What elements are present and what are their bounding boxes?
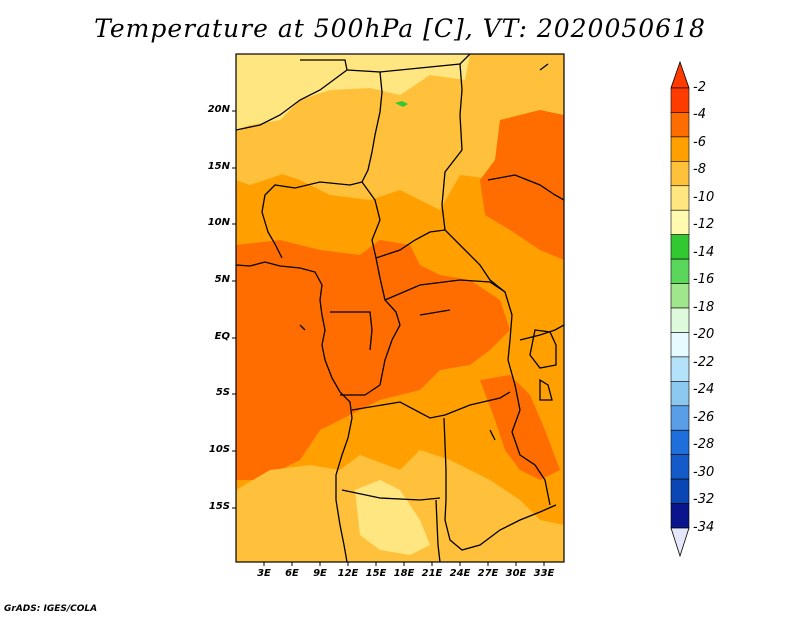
lat-label: 10S (208, 444, 230, 455)
lon-label: 12E (337, 568, 359, 579)
colorbar-box (670, 234, 690, 260)
colorbar-label: -32 (693, 492, 715, 507)
lat-label: 15N (207, 161, 230, 172)
lat-label: 20N (207, 104, 230, 115)
colorbar-box (670, 258, 690, 284)
temperature-field (236, 54, 564, 562)
lon-label: 21E (421, 568, 443, 579)
lon-label: 30E (505, 568, 527, 579)
colorbar-label: -16 (693, 272, 715, 287)
region-southern-pocket (355, 480, 430, 555)
colorbar-box (670, 503, 690, 529)
colorbar-box (670, 112, 690, 138)
colorbar-box (670, 332, 690, 358)
region-east-africa-high (480, 110, 564, 260)
colorbar-bottom-arrow (670, 527, 690, 558)
colorbar-box (670, 283, 690, 309)
lat-label: 15S (208, 501, 230, 512)
colorbar-top-arrow (670, 60, 690, 89)
colorbar-box (670, 454, 690, 480)
lon-label: 33E (533, 568, 555, 579)
region-northwest-patch (236, 130, 300, 185)
colorbar-box (670, 185, 690, 211)
colorbar-label: -2 (693, 80, 706, 95)
colorbar (670, 60, 690, 558)
colorbar-label: -6 (693, 135, 706, 150)
lat-label: 5S (215, 387, 230, 398)
colorbar-box (670, 161, 690, 187)
colorbar-label: -30 (693, 465, 715, 480)
lon-label: 9E (313, 568, 327, 579)
colorbar-box (670, 136, 690, 162)
colorbar-label: -8 (693, 162, 706, 177)
map-title: Temperature at 500hPa [C], VT: 202005061… (94, 14, 706, 43)
lon-label: 24E (449, 568, 471, 579)
colorbar-box (670, 87, 690, 113)
colorbar-label: -24 (693, 382, 715, 397)
country-borders (236, 54, 564, 562)
colorbar-label: -12 (693, 217, 715, 232)
region-congo-west (236, 270, 350, 455)
colorbar-label: -10 (693, 190, 715, 205)
lat-label: EQ (214, 331, 230, 342)
colorbar-label: -26 (693, 410, 715, 425)
region-rift-band (480, 375, 560, 480)
colorbar-box (670, 381, 690, 407)
lat-label: 5N (214, 274, 230, 285)
colorbar-box (670, 405, 690, 431)
colorbar-box (670, 307, 690, 333)
axis-ticks (232, 110, 545, 566)
map-frame (235, 53, 565, 563)
colorbar-label: -22 (693, 355, 715, 370)
colorbar-box (670, 429, 690, 455)
colorbar-label: -34 (693, 520, 715, 535)
colorbar-label: -18 (693, 300, 715, 315)
grads-credit: GrADS: IGES/COLA (4, 604, 98, 614)
region-sahara-north (236, 54, 470, 130)
colorbar-label: -14 (693, 245, 715, 260)
colorbar-box (670, 209, 690, 235)
lon-label: 3E (257, 568, 271, 579)
lon-label: 18E (393, 568, 415, 579)
colorbar-box (670, 478, 690, 504)
colorbar-box (670, 356, 690, 382)
colorbar-boxes (670, 87, 690, 529)
colorbar-label: -28 (693, 437, 715, 452)
colorbar-label: -20 (693, 327, 715, 342)
region-green-spot (395, 101, 408, 107)
lat-label: 10N (207, 217, 230, 228)
lon-label: 6E (285, 568, 299, 579)
lon-label: 15E (365, 568, 387, 579)
colorbar-label: -4 (693, 107, 706, 122)
lon-label: 27E (477, 568, 499, 579)
